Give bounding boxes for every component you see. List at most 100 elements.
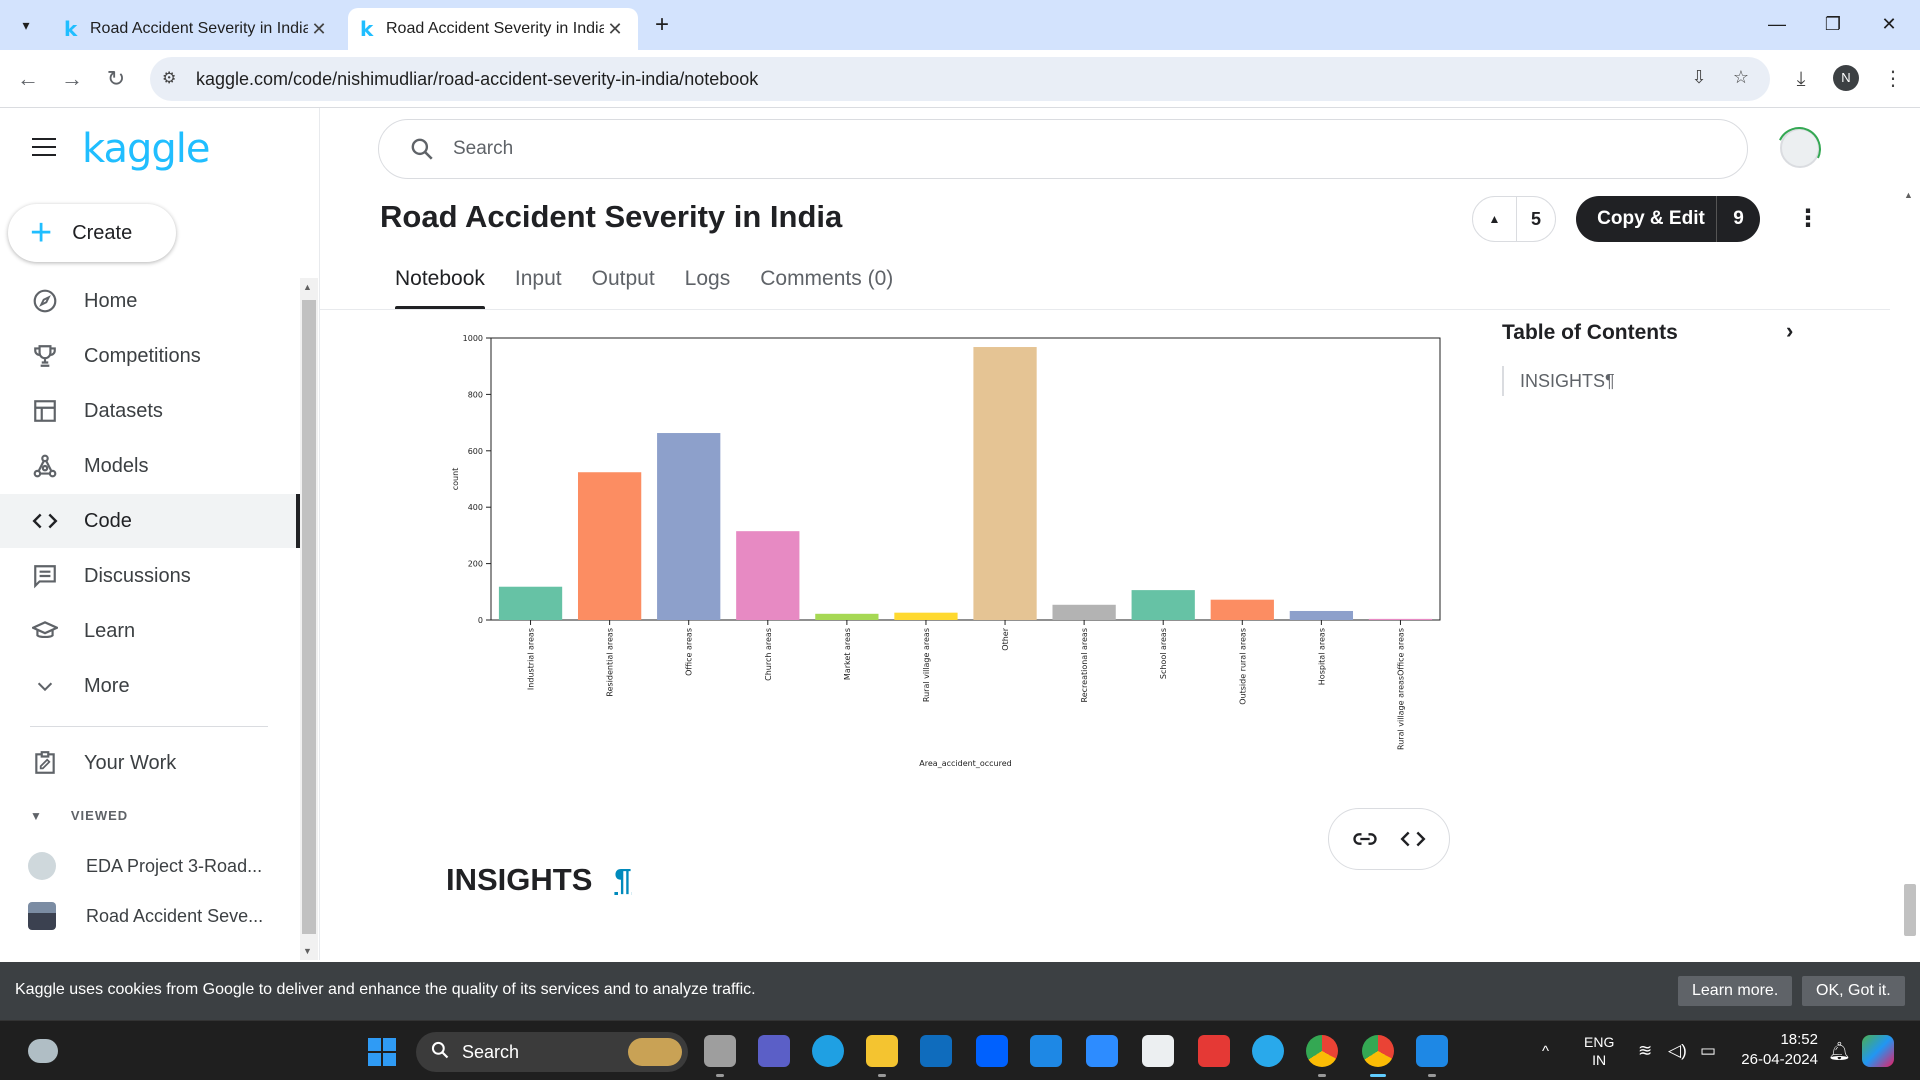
close-icon[interactable]: ✕ (311, 18, 327, 39)
site-search[interactable] (378, 119, 1748, 179)
sidebar-item-code[interactable]: Code (0, 494, 300, 548)
new-tab-button[interactable]: + (654, 11, 669, 38)
clock[interactable]: 18:52 26-04-2024 (1738, 1030, 1818, 1070)
code-icon[interactable] (1396, 822, 1430, 856)
bar (815, 613, 879, 620)
bar (973, 347, 1037, 620)
sidebar-item-competitions[interactable]: Competitions (0, 329, 300, 383)
close-icon[interactable]: ✕ (607, 18, 623, 39)
sidebar-item-more[interactable]: More (0, 659, 300, 713)
minimize-button[interactable]: — (1768, 14, 1786, 34)
copilot-icon[interactable] (1862, 1035, 1894, 1067)
anchor-link[interactable]: ¶ (614, 862, 632, 897)
browser-menu-icon[interactable]: ⋮ (1883, 68, 1903, 90)
teams-icon[interactable] (758, 1035, 790, 1067)
tab-search-button[interactable]: ▾ (10, 10, 42, 40)
bar (1210, 599, 1274, 620)
edge-icon[interactable] (812, 1035, 844, 1067)
page-scrollbar[interactable]: ▲ (1900, 190, 1918, 960)
copy-edit-button[interactable]: Copy & Edit 9 (1576, 196, 1760, 242)
scrollbar-thumb[interactable] (302, 300, 316, 934)
profile-avatar[interactable]: N (1833, 65, 1859, 91)
sidebar-item-datasets[interactable]: Datasets (0, 384, 300, 438)
taskbar-search[interactable]: Search (416, 1032, 688, 1072)
tab-notebook[interactable]: Notebook (395, 258, 485, 310)
language-indicator[interactable]: ENG IN (1584, 1021, 1614, 1080)
sidebar-item-discussions[interactable]: Discussions (0, 549, 300, 603)
zoom-icon[interactable] (1086, 1035, 1118, 1067)
x-tick-label: Rural village areas (922, 628, 931, 702)
volume-icon[interactable]: ◁) (1668, 1041, 1687, 1060)
more-options-icon[interactable]: ⋮ (1796, 205, 1820, 232)
document-icon[interactable] (1142, 1035, 1174, 1067)
file-explorer-icon[interactable] (866, 1035, 898, 1077)
wifi-icon[interactable]: ≋ (1638, 1041, 1653, 1060)
learn-more-button[interactable]: Learn more. (1678, 976, 1793, 1006)
mysql-icon[interactable] (1030, 1035, 1062, 1067)
scroll-up-icon[interactable]: ▲ (303, 282, 312, 292)
viewed-section-toggle[interactable]: ▼ VIEWED (30, 808, 128, 823)
toc-item[interactable]: INSIGHTS¶ (1502, 366, 1615, 396)
dropbox-icon[interactable] (976, 1035, 1008, 1067)
close-window-button[interactable]: ✕ (1881, 14, 1897, 34)
tab-output[interactable]: Output (591, 267, 655, 290)
cookie-ok-button[interactable]: OK, Got it. (1802, 976, 1905, 1006)
user-avatar[interactable] (1780, 128, 1820, 168)
chevron-right-icon[interactable]: › (1786, 318, 1794, 343)
wps-office-icon[interactable] (1198, 1035, 1230, 1067)
notification-bell-icon[interactable]: 🔔︎ (1828, 1040, 1851, 1061)
x-axis-label: Area_accident_occured (919, 759, 1011, 768)
recent-item[interactable]: Road Accident Seve... (28, 896, 288, 936)
sidebar-item-learn[interactable]: Learn (0, 604, 300, 658)
sidebar-item-your-work[interactable]: Your Work (0, 736, 300, 790)
search-icon (409, 136, 435, 162)
install-app-icon[interactable]: ⇩ (1691, 67, 1707, 87)
tab-comments[interactable]: Comments (0) (760, 267, 894, 290)
task-view-icon[interactable] (704, 1035, 736, 1077)
chrome-profile-icon[interactable] (1362, 1035, 1394, 1077)
tab-logs[interactable]: Logs (684, 267, 731, 290)
weather-icon[interactable] (28, 1039, 58, 1063)
downloads-icon[interactable]: ⤓ (1796, 68, 1806, 90)
sidebar-scrollbar[interactable]: ▲ ▼ (300, 278, 318, 960)
chevron-down-icon: ▾ (22, 16, 30, 33)
x-tick-label: Other (1001, 627, 1010, 650)
scrollbar-thumb[interactable] (1904, 884, 1916, 936)
telegram-icon[interactable] (1252, 1035, 1284, 1067)
bar (1368, 618, 1433, 620)
back-button[interactable]: ← (17, 66, 39, 91)
browser-tab-active[interactable]: k Road Accident Severity in India ✕ (348, 8, 638, 50)
browser-tab[interactable]: k Road Accident Severity in India ✕ (52, 8, 342, 50)
recent-item[interactable]: EDA Project 3-Road... (28, 846, 288, 886)
tab-input[interactable]: Input (514, 267, 562, 290)
link-icon[interactable] (1348, 822, 1382, 856)
sidebar-item-models[interactable]: Models (0, 439, 300, 493)
reload-button[interactable]: ↻ (106, 66, 126, 91)
forward-button[interactable]: → (61, 66, 83, 91)
site-info-icon[interactable]: ⚙ (162, 70, 177, 87)
start-button[interactable] (368, 1038, 396, 1066)
restore-button[interactable]: ❐ (1824, 14, 1842, 34)
scroll-down-icon[interactable]: ▼ (303, 946, 312, 956)
mail-icon[interactable] (920, 1035, 952, 1067)
notepad-icon[interactable] (1416, 1035, 1448, 1077)
address-bar[interactable]: ⚙ kaggle.com/code/nishimudliar/road-acci… (150, 57, 1770, 101)
create-button[interactable]: + Create (8, 204, 176, 262)
region-label: IN (1592, 1052, 1607, 1068)
tray-overflow-icon[interactable]: ^ (1542, 1042, 1550, 1060)
cell-actions (1328, 808, 1450, 870)
search-input[interactable] (453, 134, 1653, 164)
battery-icon[interactable]: ▭ (1700, 1041, 1717, 1060)
bar (657, 433, 721, 620)
chrome-icon[interactable] (1306, 1035, 1338, 1077)
sidebar-item-label: Competitions (84, 344, 201, 367)
sidebar-item-home[interactable]: Home (0, 274, 300, 328)
kaggle-logo[interactable]: kaggle (82, 126, 210, 172)
bookmark-star-icon[interactable]: ☆ (1732, 67, 1750, 87)
upvote-button[interactable]: ▲ (1473, 197, 1517, 241)
scroll-up-icon[interactable]: ▲ (1904, 190, 1913, 200)
y-tick-label: 200 (468, 560, 483, 569)
table-icon (30, 396, 60, 426)
discussion-icon (30, 561, 60, 591)
hamburger-menu-icon[interactable] (32, 138, 56, 156)
